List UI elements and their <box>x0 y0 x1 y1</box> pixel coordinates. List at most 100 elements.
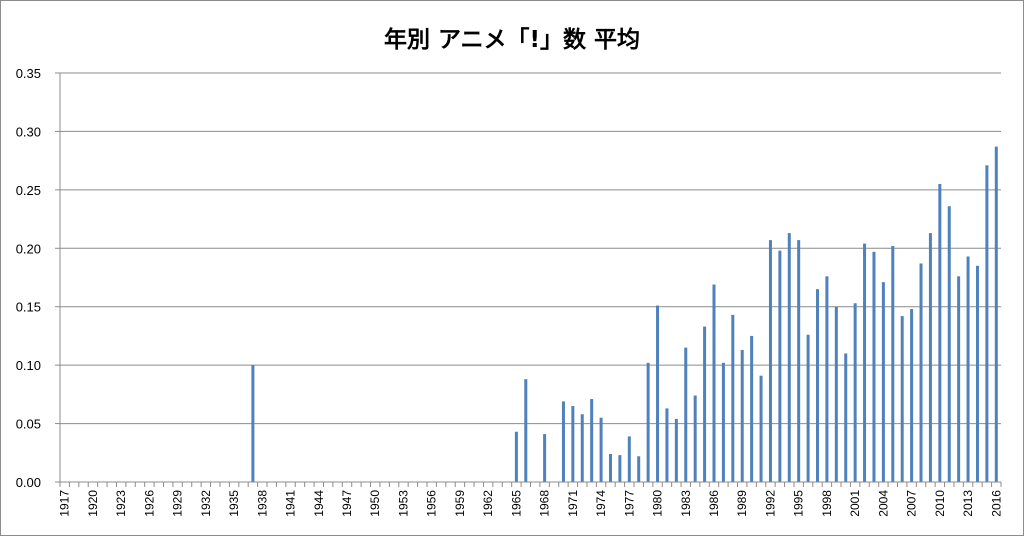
bar <box>665 408 669 482</box>
y-tick-label: 0.35 <box>16 66 41 81</box>
x-tick-label: 1962 <box>481 490 495 517</box>
y-tick-label: 0.25 <box>16 183 41 198</box>
x-tick-label: 1935 <box>227 490 241 517</box>
bar <box>816 289 820 482</box>
bar <box>797 240 801 482</box>
x-tick-label: 1944 <box>312 490 326 517</box>
x-tick-label: 1950 <box>368 490 382 517</box>
bar <box>947 206 951 482</box>
bar <box>928 233 932 482</box>
bar <box>853 303 857 482</box>
bar <box>693 395 697 482</box>
x-tick-label: 1986 <box>707 490 721 517</box>
bar <box>768 240 772 482</box>
x-tick-label: 1956 <box>425 490 439 517</box>
gridlines <box>60 72 1001 425</box>
x-tick-label: 1953 <box>396 490 410 517</box>
bar <box>910 309 914 482</box>
bar <box>975 265 979 482</box>
bar <box>863 243 867 482</box>
bar <box>251 365 255 482</box>
bar <box>561 401 565 482</box>
bar <box>966 256 970 482</box>
bar <box>712 284 716 482</box>
bar <box>684 347 688 482</box>
bar <box>656 305 660 482</box>
bar <box>787 233 791 482</box>
bar <box>900 316 904 482</box>
bar <box>543 434 547 482</box>
bar <box>919 263 923 482</box>
bar <box>514 431 518 482</box>
x-tick-label: 1983 <box>679 490 693 517</box>
bar <box>571 406 575 482</box>
bar <box>646 362 650 482</box>
bar <box>891 245 895 482</box>
x-tick-label: 2007 <box>905 490 919 517</box>
x-tick-label: 1977 <box>622 490 636 517</box>
bar <box>740 349 744 482</box>
bar <box>806 334 810 482</box>
x-tick-labels: 1917 1920 1923 1926 1929 1932 1935 1938 1941 1944… <box>58 490 1004 517</box>
bar <box>872 251 876 482</box>
x-tick-label: 1968 <box>538 490 552 517</box>
x-tick-label: 2016 <box>989 490 1003 517</box>
x-tick-label: 1974 <box>594 490 608 517</box>
bar <box>825 276 829 482</box>
y-tick-labels: 0.00 0.05 0.10 0.15 0.20 0.25 0.30 0.35 <box>16 66 41 490</box>
y-tick-label: 0.00 <box>16 475 41 490</box>
bar <box>524 379 528 482</box>
x-tick-label: 1971 <box>566 490 580 517</box>
bar <box>750 335 754 482</box>
x-tick-label: 1929 <box>171 490 185 517</box>
y-tick-label: 0.15 <box>16 300 41 315</box>
bar <box>938 184 942 482</box>
bar <box>731 314 735 482</box>
bar <box>599 417 603 482</box>
bar <box>844 353 848 482</box>
x-tick-label: 2013 <box>961 490 975 517</box>
x-tick-label: 2004 <box>876 490 890 517</box>
x-tick-label: 1920 <box>86 490 100 517</box>
bar <box>721 362 725 482</box>
x-tick-label: 1998 <box>820 490 834 517</box>
x-tick-label: 1980 <box>651 490 665 517</box>
x-tick-label: 1947 <box>340 490 354 517</box>
bar <box>881 282 885 482</box>
bar <box>957 276 961 482</box>
bar <box>778 250 782 482</box>
bar <box>627 436 631 482</box>
x-tick-label: 1959 <box>453 490 467 517</box>
x-tick-label: 1941 <box>284 490 298 517</box>
x-tick-label: 1926 <box>142 490 156 517</box>
bar <box>994 146 998 482</box>
bar <box>608 453 612 482</box>
y-tick-label: 0.10 <box>16 358 41 373</box>
y-tick-label: 0.20 <box>16 241 41 256</box>
chart-title: 年別 アニメ「!」数 平均 <box>383 27 641 53</box>
bar <box>985 165 989 482</box>
y-tick-label: 0.05 <box>16 417 41 432</box>
bar <box>580 414 584 482</box>
bars <box>251 146 998 482</box>
x-tick-label: 1995 <box>792 490 806 517</box>
bar <box>834 306 838 482</box>
bar <box>759 375 763 482</box>
bar <box>674 418 678 482</box>
bar <box>703 326 707 482</box>
x-tick-label: 2001 <box>848 490 862 517</box>
x-tick-label: 1989 <box>735 490 749 517</box>
x-tick-label: 1923 <box>114 490 128 517</box>
bar <box>618 455 622 482</box>
axes <box>55 72 1002 487</box>
x-tick-label: 1965 <box>509 490 523 517</box>
x-tick-label: 2010 <box>933 490 947 517</box>
x-tick-label: 1917 <box>58 490 72 517</box>
x-tick-label: 1992 <box>763 490 777 517</box>
bar <box>637 456 641 482</box>
bar <box>590 399 594 482</box>
x-tick-label: 1932 <box>199 490 213 517</box>
x-tick-label: 1938 <box>255 490 269 517</box>
